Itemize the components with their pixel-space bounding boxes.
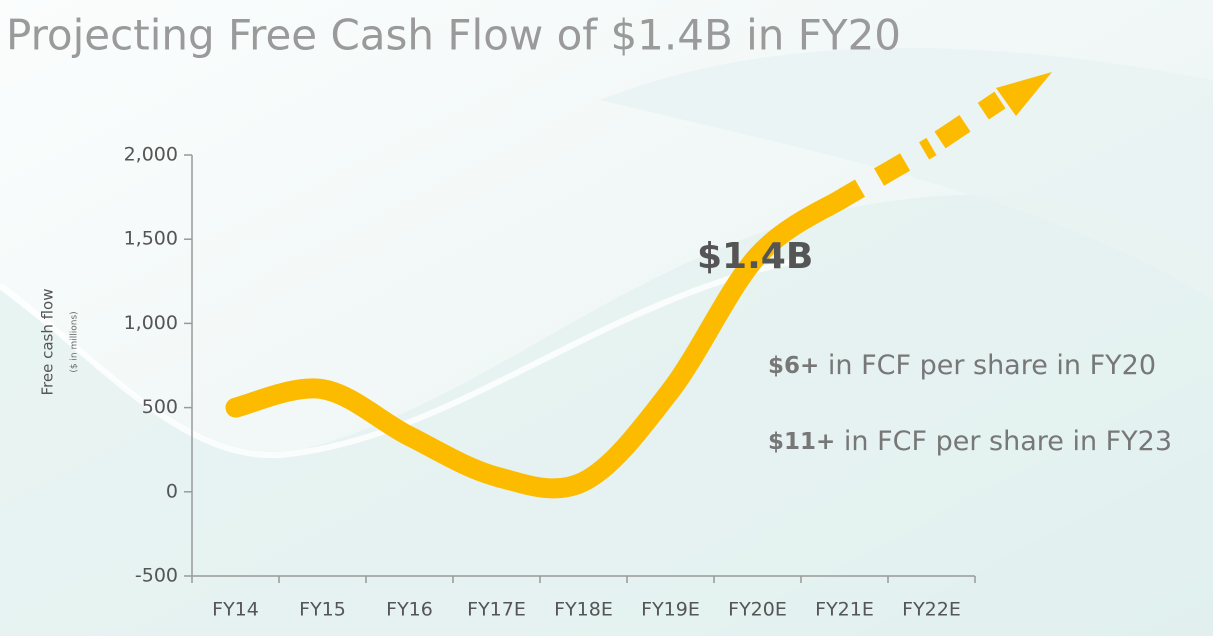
arrow-shaft	[934, 91, 1006, 149]
x-tick-label: FY19E	[641, 599, 700, 621]
y-tick-label: 500	[142, 396, 178, 418]
value-callout: $1.4B	[697, 236, 813, 277]
y-tick-label: 1,500	[124, 228, 178, 250]
x-tick-label: FY21E	[815, 599, 874, 621]
y-axis-sublabel: ($ in millions)	[70, 311, 80, 372]
y-tick-label: 0	[166, 480, 178, 502]
fcf-line	[225, 187, 855, 499]
chart-title: Projecting Free Cash Flow of $1.4B in FY…	[6, 11, 901, 60]
y-tick-label: 2,000	[124, 144, 178, 166]
arrow-head	[996, 72, 1052, 116]
x-tick-label: FY14	[212, 599, 259, 621]
decor-wave	[600, 47, 1213, 300]
x-tick-label: FY22E	[902, 599, 961, 621]
annotation-bold: $11+	[768, 429, 835, 455]
y-tick-label: 1,000	[124, 312, 178, 334]
x-tick-label: FY15	[299, 599, 346, 621]
y-tick-label: -500	[135, 565, 178, 587]
annotation-text: in FCF per share in FY20	[828, 350, 1156, 381]
x-tick-label: FY20E	[728, 599, 787, 621]
x-tick-label: FY18E	[554, 599, 613, 621]
x-tick-label: FY16	[386, 599, 433, 621]
annotation: $11+ in FCF per share in FY23	[768, 426, 1172, 457]
decor-wave	[0, 194, 1213, 636]
y-axis-label: Free cash flow	[39, 288, 57, 395]
x-tick-label: FY17E	[467, 599, 526, 621]
decor-swirl	[0, 257, 801, 459]
annotation-bold: $6+	[768, 353, 819, 379]
fcf-projection	[839, 137, 937, 206]
plot: -500 0 500 1,000 1,500 2,000 FY14 FY15 FY16 FY17E…	[124, 137, 976, 621]
annotation-text: in FCF per share in FY23	[844, 426, 1172, 457]
annotation: $6+ in FCF per share in FY20	[768, 350, 1156, 381]
